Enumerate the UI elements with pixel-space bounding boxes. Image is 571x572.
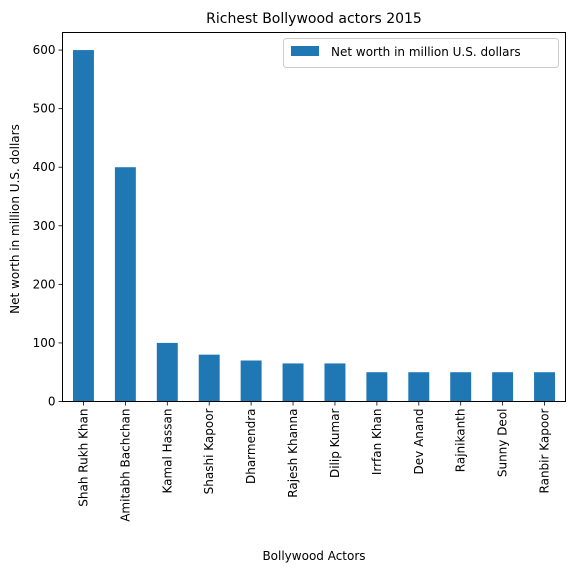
bar xyxy=(450,372,472,402)
bar xyxy=(72,50,94,402)
bar xyxy=(282,363,304,402)
y-tick-label: 200 xyxy=(33,277,56,291)
legend-swatch xyxy=(291,46,319,56)
x-tick-label: Ranbir Kapoor xyxy=(538,408,552,493)
y-tick-label: 600 xyxy=(33,43,56,57)
bar xyxy=(114,167,136,402)
x-tick-label: Shah Rukh Khan xyxy=(76,409,90,507)
y-tick-label: 500 xyxy=(33,102,56,116)
x-tick-label: Kamal Hassan xyxy=(160,409,174,494)
x-tick-label: Rajnikanth xyxy=(454,409,468,473)
y-ticks-group: 0 100 200 300 400 500 600 xyxy=(33,43,63,409)
bar xyxy=(492,372,514,402)
x-tick-label: Amitabh Bachchan xyxy=(118,409,132,522)
chart-title: Richest Bollywood actors 2015 xyxy=(206,11,422,27)
y-axis-label: Net worth in million U.S. dollars xyxy=(8,124,22,314)
y-tick-label: 300 xyxy=(33,219,56,233)
x-ticks-group: Shah Rukh Khan Amitabh Bachchan Kamal Hass… xyxy=(76,401,552,522)
bar xyxy=(240,360,262,402)
bars-group xyxy=(72,50,556,402)
y-tick-label: 100 xyxy=(33,336,56,350)
y-tick-label: 400 xyxy=(33,160,56,174)
y-tick-label: 0 xyxy=(48,395,56,409)
bar xyxy=(198,354,220,402)
x-tick-label: Shashi Kapoor xyxy=(202,408,216,494)
x-tick-label: Irrfan Khan xyxy=(370,409,384,476)
legend-box xyxy=(283,38,559,68)
x-tick-label: Dilip Kumar xyxy=(328,408,342,478)
bar xyxy=(324,363,346,402)
x-tick-label: Rajesh Khanna xyxy=(286,409,300,498)
plot-frame xyxy=(62,32,566,402)
legend: Net worth in million U.S. dollars xyxy=(283,38,559,68)
bar xyxy=(534,372,556,402)
x-tick-label: Dev Anand xyxy=(412,409,426,475)
bar xyxy=(156,342,178,402)
x-axis-label: Bollywood Actors xyxy=(262,549,365,563)
bar xyxy=(408,372,430,402)
legend-label: Net worth in million U.S. dollars xyxy=(331,45,521,59)
x-tick-label: Sunny Deol xyxy=(496,409,510,478)
x-tick-label: Dharmendra xyxy=(244,409,258,485)
bar xyxy=(366,372,388,402)
